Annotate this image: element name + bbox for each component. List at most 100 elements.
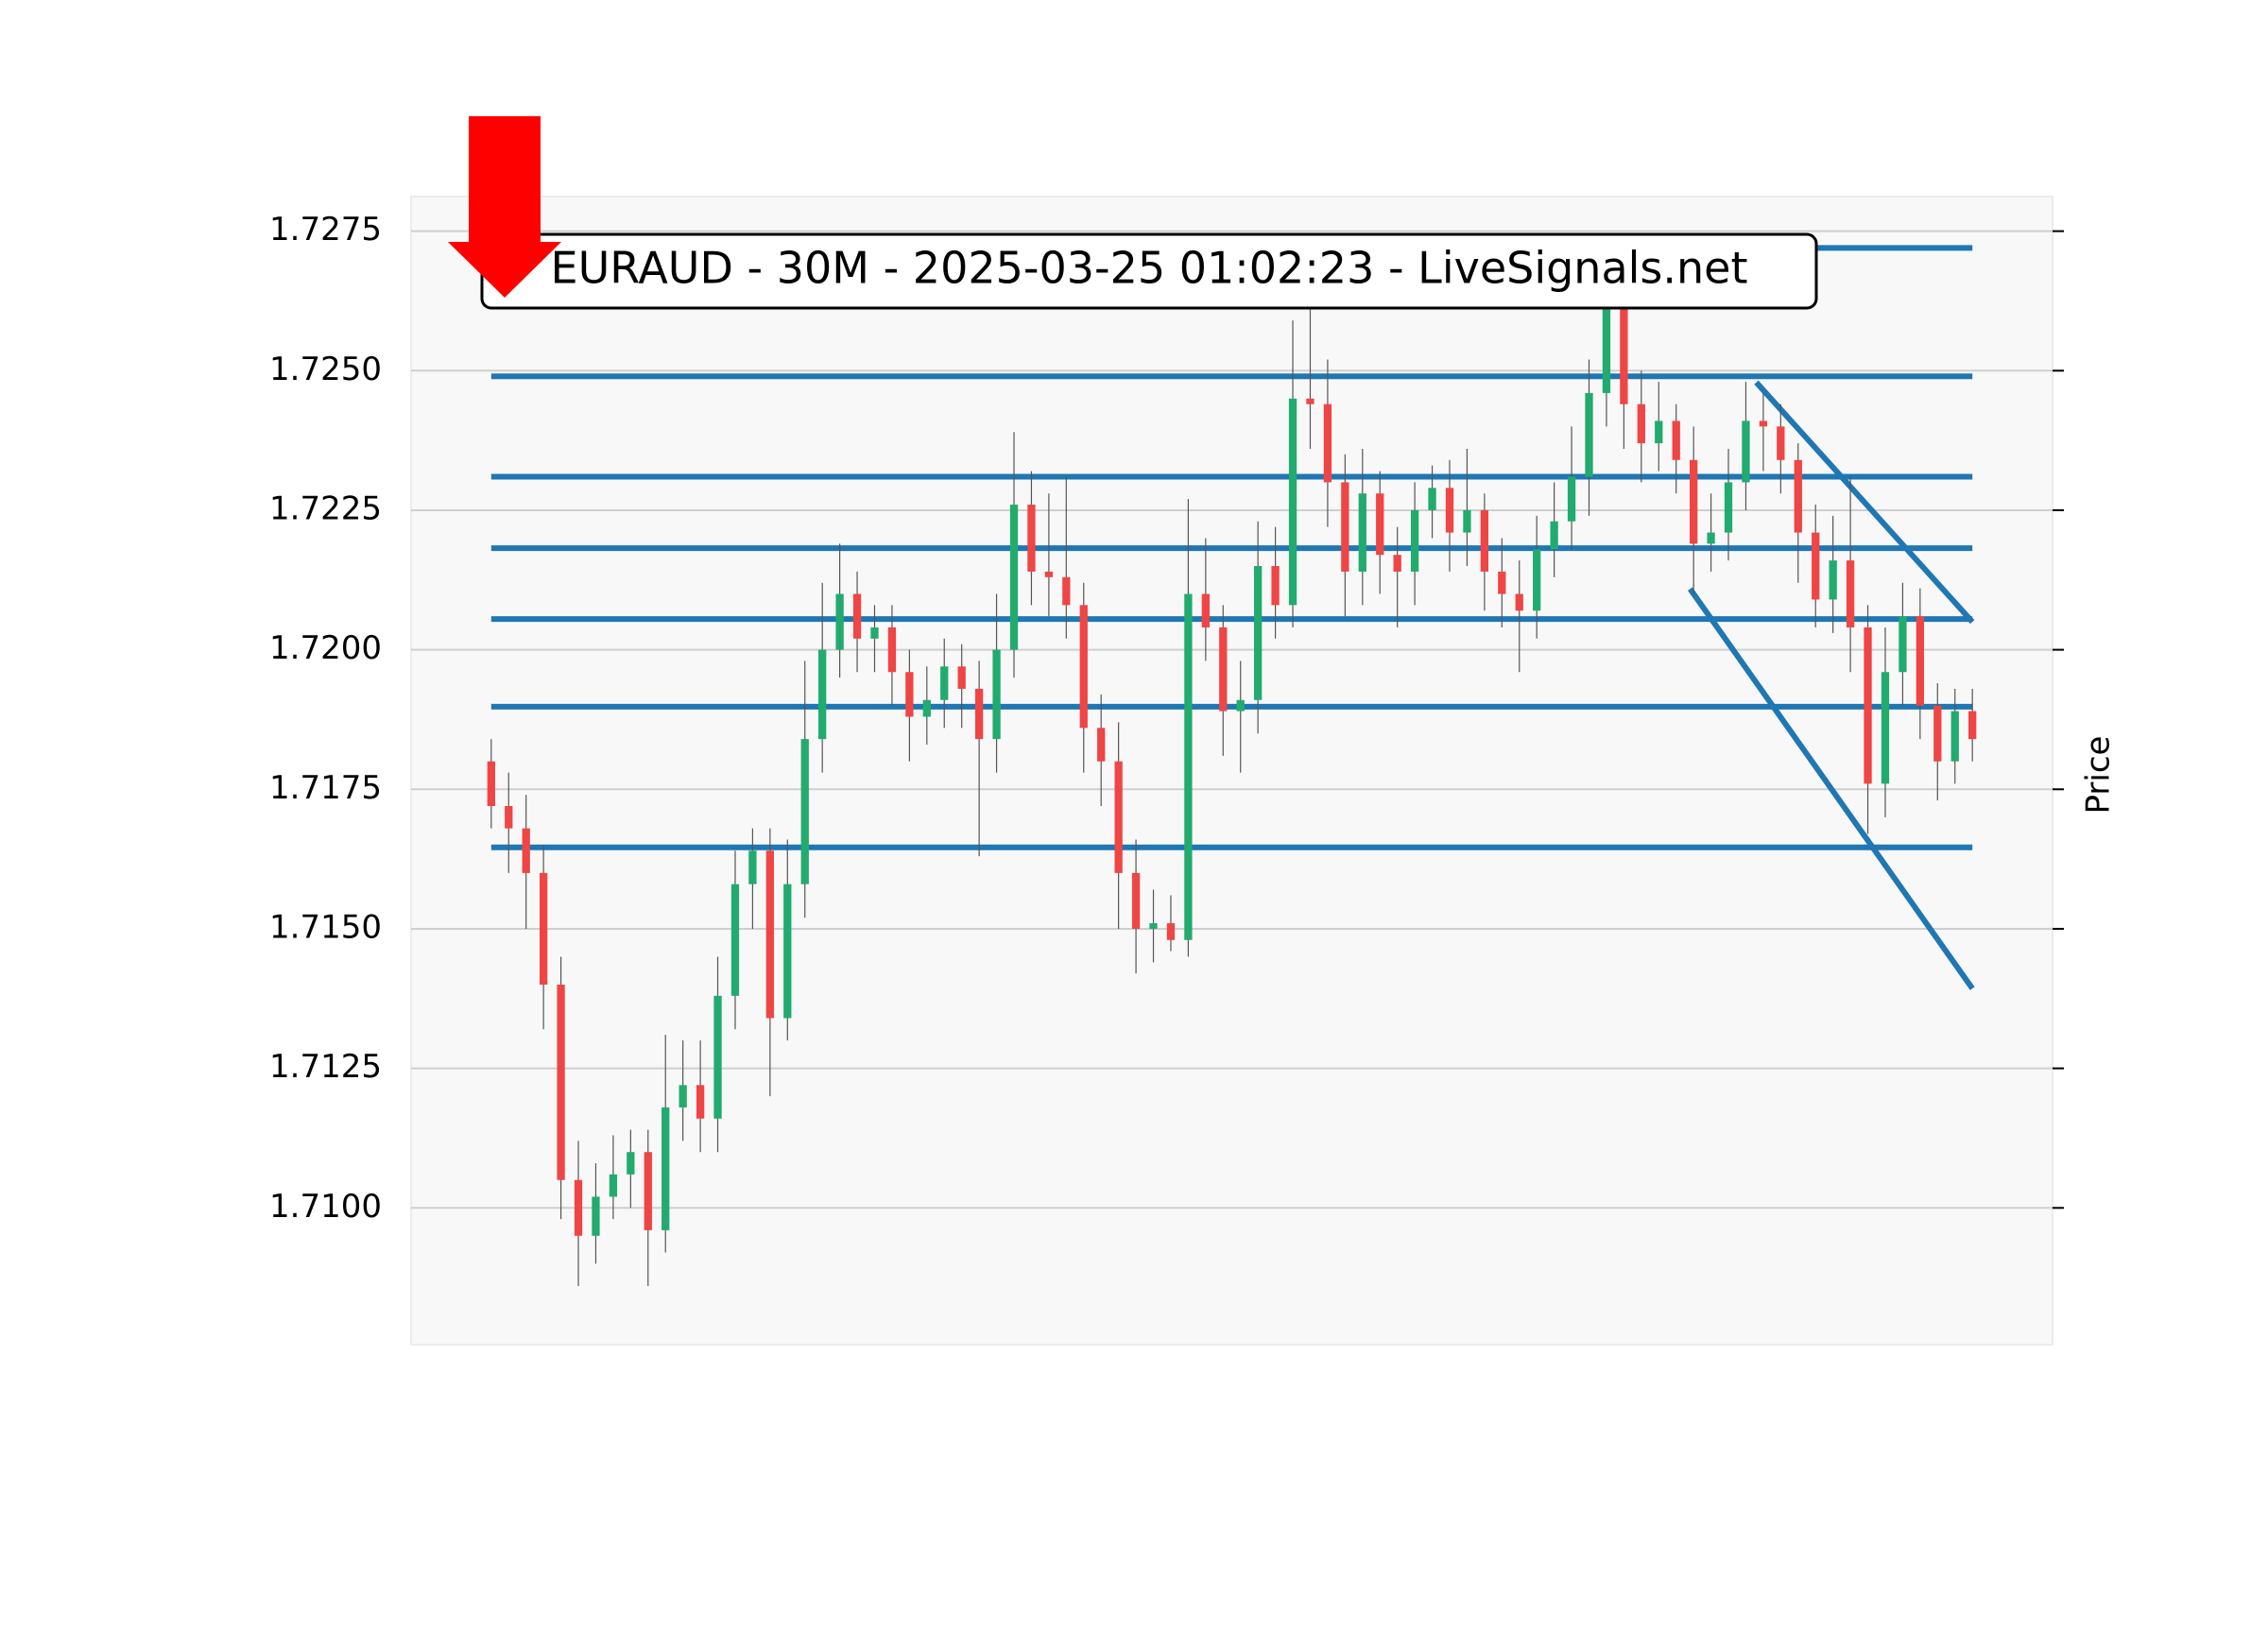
chart-title: EURAUD - 30M - 2025-03-25 01:02:23 - Liv… [551,243,1748,294]
candle-body [835,593,844,650]
candle-body [1881,672,1890,784]
candle-body [1689,459,1698,544]
candle-body [1812,532,1820,600]
candle-body [1777,426,1785,460]
candle-body [1376,493,1384,556]
trend-line [1754,380,1975,625]
candle-body [1707,532,1715,544]
candle-body [1480,509,1489,572]
candle-body [1184,593,1193,940]
y-tick-label: 1.7225 [269,489,382,527]
candle-body [1166,923,1176,940]
candle-body [800,739,809,884]
candle-body [957,666,966,689]
candle-body [557,985,565,1180]
candle-body [1759,420,1768,427]
arrow-shaft [469,116,541,242]
candle-body [852,593,862,639]
candle-body [1864,626,1872,784]
candle-body [818,649,827,740]
candle-body [1114,761,1123,873]
arrow-head [448,242,561,298]
candle-body [713,995,722,1119]
grid [411,230,2053,1210]
candles [487,259,1977,1286]
candle-body [765,850,775,1019]
candle-body [1498,571,1506,594]
y-axis: 1.7100 1.7125 1.7150 1.7175 1.7200 1.7225 1.72… [269,211,2064,1226]
candle-body [1358,493,1366,572]
candle-body [1724,482,1733,533]
candle-body [574,1179,583,1236]
candle-body [1097,728,1106,762]
candle-body [1009,505,1019,650]
candle-body [1410,509,1419,572]
candle-body [1445,488,1454,533]
candle-body [1899,616,1907,673]
candle-body [1742,420,1750,483]
y-axis-label: Price [2080,736,2118,815]
candle-body [1323,403,1332,483]
candle-body [783,884,792,1019]
plot-area [410,196,2053,1346]
candle-body [1585,392,1593,477]
candle-body [1463,509,1471,533]
candle-body [1027,505,1036,572]
candle-body [870,626,879,639]
candle-body [1271,566,1280,606]
candle-body [1149,923,1158,929]
candle-body [1602,303,1611,393]
candle-body [940,666,949,700]
candle-body [748,850,757,884]
candle-body [1655,420,1663,444]
candle-body [1254,566,1263,700]
candle-body [1288,398,1297,606]
candle-body [922,699,931,717]
candle-body [905,672,914,717]
candle-body [1550,521,1558,550]
candle-body [1219,626,1228,712]
y-tick-label: 1.7175 [269,769,382,807]
candle-body [1236,699,1245,712]
candle-body [609,1174,618,1197]
trend-line [1688,587,1975,990]
title-box: EURAUD - 30M - 2025-03-25 01:02:23 - Liv… [480,232,1818,310]
candle-body [662,1107,670,1230]
candle-body [592,1196,600,1236]
candle-body [1201,593,1210,627]
y-tick-label: 1.7275 [269,211,382,249]
candle-body [1846,560,1855,627]
candle-body [1044,571,1054,577]
y-tick-label: 1.7100 [269,1188,382,1226]
candle-body [1062,576,1071,606]
candle-body [505,806,513,829]
signal-arrow [448,116,561,298]
candle-body [1637,403,1645,444]
candle-body [487,761,495,807]
candle-body [1968,711,1977,740]
candle-body [1916,616,1925,706]
candle-body [1131,872,1141,929]
candle-body [1950,711,1959,762]
candle-body [1672,420,1680,460]
candle-body [730,884,740,996]
candle-body [1620,303,1628,404]
candle-body [1393,555,1401,572]
y-tick-label: 1.7150 [269,908,382,946]
candle-body [539,872,548,986]
candle-body [1829,560,1837,600]
candle-body [1533,549,1541,611]
candle-body [679,1085,687,1107]
candle-body [522,828,530,873]
candle-body [1933,705,1942,762]
candle-body [1794,459,1802,533]
candle-body [974,688,984,740]
candle-body [1341,482,1349,572]
y-tick-label: 1.7125 [269,1048,382,1086]
candle-body [1428,488,1436,510]
candle-body [696,1085,705,1119]
candle-body [1567,476,1576,522]
levels [490,245,1975,990]
candle-body [1079,605,1088,729]
candle-body [644,1152,652,1230]
